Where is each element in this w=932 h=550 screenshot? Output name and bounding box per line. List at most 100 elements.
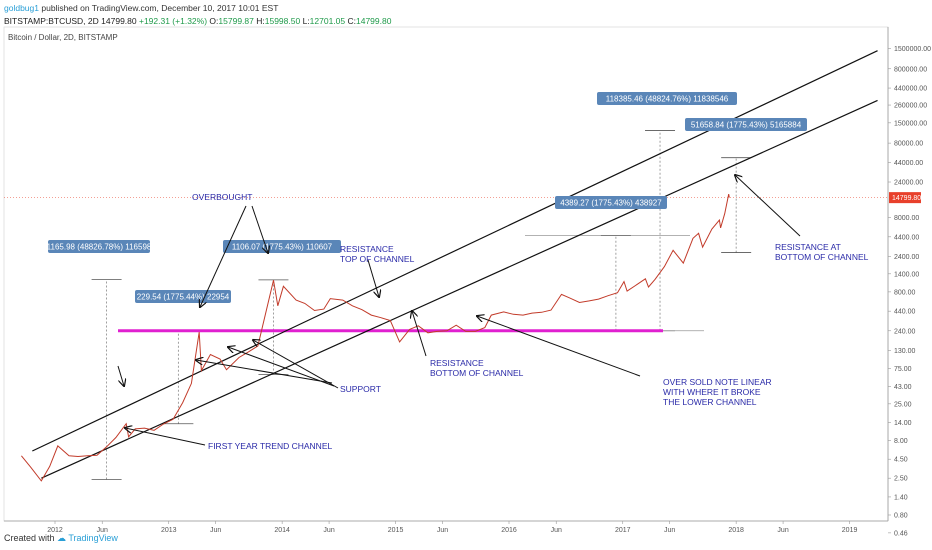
price-tick-label: 4.50 — [894, 457, 908, 464]
measurement-labels: 1165.98 (48826.78%) 116598 229.54 (1775.4… — [47, 92, 807, 303]
channel-line — [32, 50, 878, 452]
low-label: L: — [302, 16, 310, 26]
price-tick-label: 4400.00 — [894, 234, 919, 241]
tradingview-link[interactable]: TradingView — [68, 533, 118, 543]
annotation-text: RESISTANCE AT — [775, 242, 841, 252]
created-with-text: Created with — [4, 533, 55, 543]
annotation-arrow — [117, 365, 124, 386]
time-tick-label: 2016 — [501, 527, 517, 534]
close-label: C: — [347, 16, 356, 26]
annotation-text: TOP OF CHANNEL — [340, 254, 415, 264]
annotation-arrow — [228, 347, 335, 387]
last-price: 14799.80 — [101, 16, 137, 26]
measure-label: 51658.84 (1775.43%) 5165884 — [691, 121, 802, 130]
price-tick-label: 0.80 — [894, 512, 908, 519]
time-tick-label: 2012 — [47, 527, 63, 534]
annotation-text: RESISTANCE — [430, 358, 484, 368]
time-tick-label: 2013 — [161, 527, 177, 534]
price-tick-label: 0.46 — [894, 530, 908, 537]
symbol-label: BITSTAMP:BTCUSD, 2D — [4, 16, 99, 26]
price-axis: 1500000.00 800000.00 440000.00 260000.00 150… — [888, 46, 931, 537]
annotation-arrows — [117, 175, 801, 446]
high-label: H: — [256, 16, 265, 26]
measure-label-bg — [48, 240, 150, 253]
time-tick-label: 2017 — [615, 527, 631, 534]
price-tick-label: 1.40 — [894, 494, 908, 501]
open-label: O: — [209, 16, 219, 26]
price-tick-label: 260000.00 — [894, 103, 927, 110]
price-tick-label: 1400.00 — [894, 271, 919, 278]
price-tick-label: 800.00 — [894, 289, 916, 296]
annotation-arrow — [253, 340, 339, 389]
time-tick-label: Jun — [777, 527, 788, 534]
time-tick-label: 2014 — [274, 527, 290, 534]
annotation-arrow — [735, 175, 801, 237]
published-text: published on TradingView.com, December 1… — [41, 3, 279, 13]
low-value: 12701.05 — [309, 16, 346, 26]
price-tick-label: 150000.00 — [894, 120, 927, 127]
price-tick-label: 14.00 — [894, 420, 912, 427]
price-tag-label: 14799.80 — [892, 195, 921, 202]
chart-title: Bitcoin / Dollar, 2D, BITSTAMP — [8, 33, 118, 42]
price-tick-label: 1500000.00 — [894, 46, 931, 53]
price-tag-bg — [889, 192, 921, 204]
measure-label-bg — [685, 118, 807, 131]
annotation-text: SUPPORT — [340, 384, 381, 394]
annotation-arrow — [367, 259, 379, 297]
annotation-arrow — [196, 360, 333, 384]
time-axis: 2012 Jun 2013 Jun 2014 Jun 2015 Jun 2016 Jun 2017 J… — [47, 521, 857, 534]
price-tick-label: 43.00 — [894, 384, 912, 391]
footer: Created with ☁ TradingView — [4, 533, 118, 543]
time-tick-label: 2019 — [842, 527, 858, 534]
price-tick-label: 8000.00 — [894, 215, 919, 222]
measure-label-bg — [555, 196, 667, 209]
publish-info: goldbug1 published on TradingView.com, D… — [4, 3, 278, 13]
annotation-text: BOTTOM OF CHANNEL — [430, 368, 524, 378]
annotation-arrow — [251, 205, 268, 253]
annotation-arrow — [200, 205, 247, 307]
measure-label: 1165.98 (48826.78%) 116598 — [47, 243, 152, 252]
annotation-text: WITH WHERE IT BROKE — [663, 387, 761, 397]
price-tick-label: 75.00 — [894, 366, 912, 373]
time-tick-label: Jun — [664, 527, 675, 534]
measure-label: 229.54 (1775.44%) 22954 — [137, 293, 230, 302]
price-tick-label: 80000.00 — [894, 141, 923, 148]
last-price-tag: 14799.80 — [889, 192, 921, 204]
annotation-text: FIRST YEAR TREND CHANNEL — [208, 441, 332, 451]
price-tick-label: 2.50 — [894, 476, 908, 483]
measure-label-bg — [597, 92, 737, 105]
time-tick-label: Jun — [551, 527, 562, 534]
measure-label-bg — [223, 240, 341, 253]
annotation-arrow — [477, 316, 641, 377]
time-tick-label: Jun — [323, 527, 334, 534]
author-link[interactable]: goldbug1 — [4, 3, 39, 13]
channel-line — [41, 99, 878, 479]
measure-label: 118385.46 (48824.76%) 11838546 — [606, 95, 729, 104]
time-tick-label: Jun — [210, 527, 221, 534]
price-tick-label: 800000.00 — [894, 66, 927, 73]
high-value: 15998.50 — [264, 16, 301, 26]
annotation-text: BOTTOM OF CHANNEL — [775, 252, 869, 262]
ohlc-bar: BITSTAMP:BTCUSD, 2D 14799.80 +192.31 (+1… — [4, 16, 391, 26]
time-tick-label: Jun — [97, 527, 108, 534]
measure-label: 1106.07 (1775.43%) 110607 — [232, 243, 333, 252]
measure-label: 4389.27 (1775.43%) 438927 — [560, 199, 662, 208]
close-value: 14799.80 — [355, 16, 392, 26]
price-tick-label: 440.00 — [894, 309, 916, 316]
price-tick-label: 8.00 — [894, 438, 908, 445]
price-tick-label: 24000.00 — [894, 180, 923, 187]
open-value: 15799.87 — [218, 16, 254, 26]
annotation-arrow — [412, 311, 427, 357]
price-tick-label: 2400.00 — [894, 254, 919, 261]
price-tick-label: 44000.00 — [894, 160, 923, 167]
annotation-text: RESISTANCE — [340, 244, 394, 254]
annotation-text: THE LOWER CHANNEL — [663, 397, 757, 407]
trend-channel — [32, 50, 878, 479]
price-change: +192.31 (+1.32%) — [138, 16, 208, 26]
time-tick-label: 2015 — [388, 527, 404, 534]
price-tick-label: 25.00 — [894, 401, 912, 408]
price-tick-label: 130.00 — [894, 348, 916, 355]
plot-area — [3, 26, 889, 522]
